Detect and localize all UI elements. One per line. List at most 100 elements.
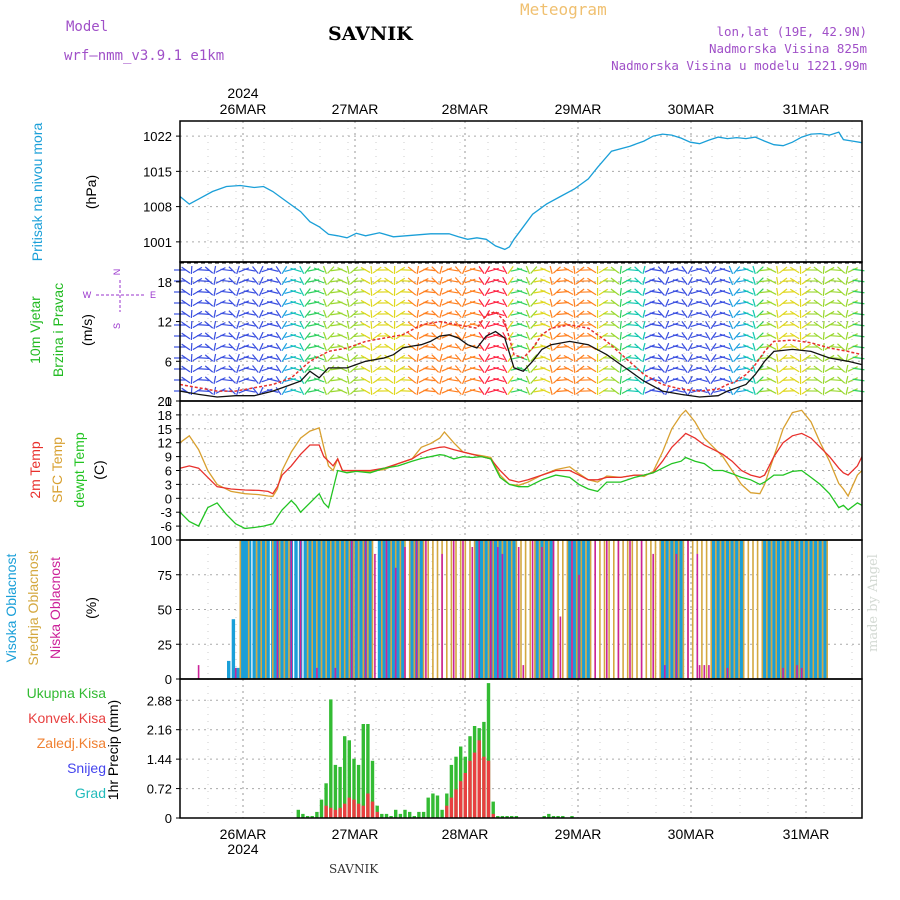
wind-arrow bbox=[215, 344, 226, 350]
temp-axis-title-2: SFC Temp bbox=[49, 437, 65, 503]
wind-arrow bbox=[672, 356, 685, 360]
wind-arrow bbox=[441, 267, 453, 273]
wind-arrow bbox=[837, 321, 846, 329]
wind-arrow bbox=[525, 287, 531, 297]
bar-precip-precip_conv bbox=[324, 805, 328, 818]
bar-precip-precip_conv bbox=[329, 807, 333, 818]
wind-arrow bbox=[469, 268, 482, 272]
wind-arrow bbox=[281, 276, 288, 286]
wind-arrow bbox=[337, 355, 348, 361]
wind-arrow bbox=[400, 280, 413, 282]
wind-arrow bbox=[644, 344, 655, 350]
wind-arrow bbox=[313, 344, 325, 350]
bar-clouds-cloud_mid bbox=[320, 540, 323, 679]
bar-precip-precip_total bbox=[380, 813, 384, 818]
wind-arrow bbox=[525, 353, 531, 363]
wind-arrow bbox=[587, 387, 597, 395]
wind-arrow bbox=[789, 310, 800, 318]
bar-clouds-cloud_mid bbox=[803, 540, 805, 679]
bar-clouds-cloud_mid bbox=[673, 540, 675, 679]
wind-arrow bbox=[190, 364, 193, 374]
bar-precip-precip_total bbox=[296, 809, 300, 818]
wind-arrow bbox=[822, 353, 825, 363]
wind-arrow bbox=[644, 366, 655, 372]
wind-arrow bbox=[238, 355, 250, 361]
wind-arrow bbox=[752, 276, 756, 286]
bar-clouds-cloud_mid bbox=[483, 540, 485, 679]
wind-arrow bbox=[573, 331, 576, 341]
wind-arrow bbox=[353, 367, 366, 371]
bar-clouds-cloud_mid bbox=[469, 540, 471, 679]
wind-arrow bbox=[667, 300, 679, 306]
wind-arrow bbox=[733, 288, 741, 296]
x-label-bottom: 30MAR bbox=[668, 826, 715, 842]
wind-arrow bbox=[789, 332, 800, 340]
bar-clouds-cloud_mid bbox=[316, 540, 318, 679]
wind-arrow bbox=[337, 333, 348, 339]
wind-arrow bbox=[530, 387, 538, 395]
wind-arrow bbox=[752, 309, 756, 319]
wind-arrow bbox=[766, 366, 777, 372]
y-tick-label: 0 bbox=[165, 394, 172, 409]
wind-arrow bbox=[634, 299, 643, 307]
y-tick-label: -6 bbox=[160, 519, 172, 534]
wind-arrow bbox=[197, 390, 210, 392]
wind-arrow bbox=[619, 287, 622, 297]
bar-clouds-cloud_low bbox=[640, 540, 643, 679]
wind-arrow bbox=[710, 354, 717, 362]
wind-arrow bbox=[384, 376, 394, 384]
bar-clouds-cloud_mid bbox=[756, 540, 759, 679]
bar-clouds-cloud_high bbox=[493, 540, 498, 679]
wind-arrow bbox=[215, 355, 226, 361]
wind-legend-w: W bbox=[83, 290, 92, 300]
bar-precip-precip_conv bbox=[361, 805, 365, 818]
bar-clouds-cloud_low bbox=[374, 553, 376, 679]
wind-arrow bbox=[416, 331, 420, 341]
precip-legend-item: Ukupna Kisa bbox=[27, 685, 107, 701]
wind-arrow bbox=[261, 278, 273, 284]
cloud-axis-title-1: Visoka Oblacnost bbox=[3, 554, 19, 663]
wind-arrow bbox=[644, 377, 655, 383]
wind-arrow bbox=[847, 377, 858, 383]
wind-arrow bbox=[441, 289, 453, 295]
bar-precip-precip_total bbox=[449, 764, 454, 818]
bar-clouds-cloud_low bbox=[606, 540, 608, 679]
wind-arrow bbox=[822, 276, 825, 286]
wind-arrow bbox=[837, 266, 846, 274]
wind-arrow bbox=[782, 313, 795, 315]
cloud-unit: (%) bbox=[83, 597, 99, 619]
model-label: Model bbox=[66, 19, 109, 35]
wind-arrow bbox=[181, 310, 191, 318]
wind-arrow bbox=[454, 332, 462, 340]
wind-arrow bbox=[243, 301, 256, 305]
wind-arrow bbox=[507, 321, 514, 329]
wind-arrow bbox=[710, 387, 717, 395]
wind-arrow bbox=[822, 375, 825, 385]
bar-precip-precip_conv bbox=[352, 799, 356, 818]
wind-arrow bbox=[672, 290, 685, 294]
bar-clouds-cloud_high bbox=[767, 540, 771, 679]
bar-clouds-cloud_mid bbox=[306, 540, 309, 679]
bar-precip-precip_total bbox=[352, 758, 356, 818]
wind-arrow bbox=[525, 276, 531, 286]
wind-arrow bbox=[847, 333, 858, 339]
wind-arrow bbox=[400, 269, 413, 271]
wind-arrow bbox=[416, 265, 420, 275]
bar-clouds-cloud_mid bbox=[575, 540, 578, 679]
wind-arrow bbox=[281, 309, 288, 319]
wind-arrow bbox=[687, 386, 693, 396]
bar-precip-precip_total bbox=[324, 783, 328, 819]
wind-arrow bbox=[837, 343, 846, 351]
wind-arrow bbox=[346, 276, 350, 286]
temp-unit: (C) bbox=[91, 460, 107, 479]
bar-clouds-cloud_high bbox=[243, 540, 247, 679]
bar-precip-precip_conv bbox=[454, 789, 458, 818]
wind-arrow bbox=[439, 276, 443, 286]
bar-clouds-cloud_mid bbox=[770, 540, 773, 679]
wind-arrow bbox=[540, 377, 551, 383]
wind-arrow bbox=[281, 265, 288, 275]
model-altitude-label: Nadmorska Visina u modelu 1221.99m bbox=[611, 58, 867, 73]
wind-arrow bbox=[243, 378, 256, 382]
wind-arrow bbox=[776, 342, 779, 352]
panel-frame-precip bbox=[179, 678, 863, 819]
